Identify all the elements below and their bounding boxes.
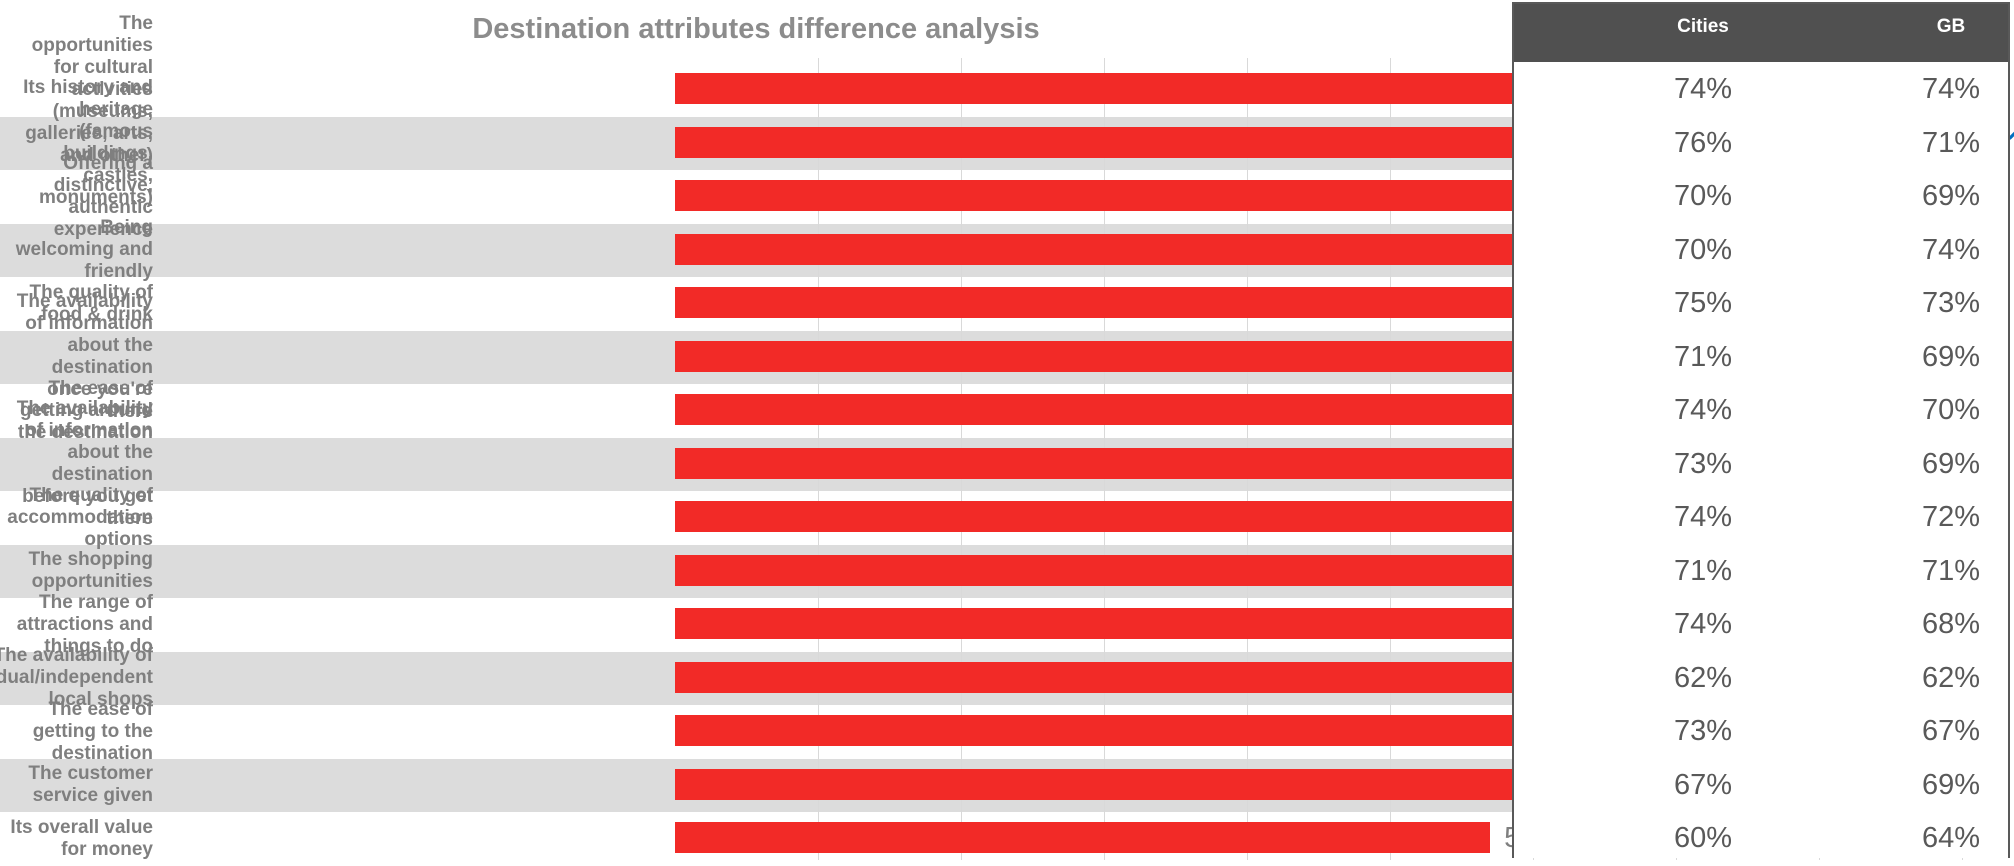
bar-row: The range of attractions and things to d… — [0, 598, 1512, 652]
cities-cell: 70% — [1603, 224, 1803, 278]
bar-row: The availability of information about th… — [0, 331, 1512, 385]
gb-cell: 74% — [1851, 63, 2014, 117]
bar-row: Its overall value for money57% — [0, 812, 1512, 866]
cities-cell: 74% — [1603, 598, 1803, 652]
cities-cell: 62% — [1603, 652, 1803, 706]
bar-row: The customer service given67% — [0, 759, 1512, 813]
gb-cell: 70% — [1851, 384, 2014, 438]
table-row: 74%74% — [1514, 63, 2008, 117]
table-header: Cities GB — [1514, 4, 2008, 62]
comparison-table: Cities GB 74%74%76%71%70%69%70%74%75%73%… — [1512, 2, 2010, 858]
cities-cell: 60% — [1603, 812, 1803, 866]
table-row: 74%70% — [1514, 384, 2008, 438]
bar-row: Being welcoming and friendly75% — [0, 224, 1512, 278]
bar-row: The quality of accommodation options71% — [0, 491, 1512, 545]
column-header-cities: Cities — [1603, 16, 1803, 38]
bar-row: The ease of getting around the destinati… — [0, 384, 1512, 438]
gb-cell: 69% — [1851, 759, 2014, 813]
gb-cell: 64% — [1851, 812, 2014, 866]
table-row: 70%74% — [1514, 224, 2008, 278]
table-row: 60%64% — [1514, 812, 2008, 866]
gb-cell: 72% — [1851, 491, 2014, 545]
category-label: Being welcoming and friendly — [10, 224, 153, 278]
table-row: 73%69% — [1514, 438, 2008, 492]
cities-cell: 67% — [1603, 759, 1803, 813]
gb-cell: 69% — [1851, 331, 2014, 385]
category-label: The availability of information about th… — [10, 331, 153, 385]
bar — [675, 715, 1647, 746]
cities-cell: 75% — [1603, 277, 1803, 331]
category-label: The availability of information about th… — [10, 438, 153, 492]
bar-row: Offering a distinctive, authentic experi… — [0, 170, 1512, 224]
cities-cell: 71% — [1603, 545, 1803, 599]
table-row: 75%73% — [1514, 277, 2008, 331]
table-row: 70%69% — [1514, 170, 2008, 224]
bar-row: The availability of information about th… — [0, 438, 1512, 492]
bar-row: Its history and heritage (famous buildin… — [0, 117, 1512, 171]
cities-cell: 70% — [1603, 170, 1803, 224]
table-row: 71%71% — [1514, 545, 2008, 599]
chart-title: Destination attributes difference analys… — [0, 8, 1512, 50]
cities-cell: 74% — [1603, 491, 1803, 545]
category-label: The customer service given — [10, 759, 153, 813]
gb-cell: 62% — [1851, 652, 2014, 706]
gb-cell: 69% — [1851, 170, 2014, 224]
cities-cell: 76% — [1603, 117, 1803, 171]
bar-row: The ease of getting to the destination68… — [0, 705, 1512, 759]
table-row: 74%72% — [1514, 491, 2008, 545]
bar — [675, 769, 1633, 800]
bar-row: The opportunities for cultural activitie… — [0, 63, 1512, 117]
bar-row: The shopping opportunities71% — [0, 545, 1512, 599]
category-label: The availability of individual/independe… — [10, 652, 153, 706]
gb-cell: 68% — [1851, 598, 2014, 652]
cities-cell: 74% — [1603, 384, 1803, 438]
table-row: 62%62% — [1514, 652, 2008, 706]
bar-row: The availability of individual/independe… — [0, 652, 1512, 706]
category-label: The range of attractions and things to d… — [10, 598, 153, 652]
category-label: The ease of getting to the destination — [10, 705, 153, 759]
table-row: 76%71% — [1514, 117, 2008, 171]
category-label: Offering a distinctive, authentic experi… — [10, 170, 153, 224]
cities-cell: 74% — [1603, 63, 1803, 117]
table-row: 73%67% — [1514, 705, 2008, 759]
gb-cell: 71% — [1851, 117, 2014, 171]
gb-cell: 73% — [1851, 277, 2014, 331]
gb-cell: 71% — [1851, 545, 2014, 599]
cities-cell: 73% — [1603, 705, 1803, 759]
table-row: 67%69% — [1514, 759, 2008, 813]
table-row: 71%69% — [1514, 331, 2008, 385]
bar-row: The quality of food & drink74% — [0, 277, 1512, 331]
cities-cell: 71% — [1603, 331, 1803, 385]
category-label: The quality of accommodation options — [10, 491, 153, 545]
cities-cell: 73% — [1603, 438, 1803, 492]
table-row: 74%68% — [1514, 598, 2008, 652]
gb-cell: 67% — [1851, 705, 2014, 759]
category-label: The shopping opportunities — [10, 545, 153, 599]
gb-cell: 74% — [1851, 224, 2014, 278]
gb-cell: 69% — [1851, 438, 2014, 492]
bar — [675, 822, 1490, 853]
category-label: Its overall value for money — [10, 812, 153, 866]
column-header-gb: GB — [1851, 16, 2014, 38]
